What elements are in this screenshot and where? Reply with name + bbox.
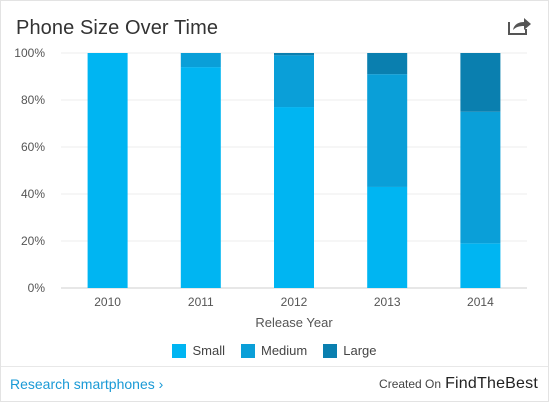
bar-small-2011[interactable] [180,67,221,288]
footer: Research smartphones › Created On FindTh… [1,366,548,402]
created-on: Created On FindTheBest [379,375,538,393]
brand-logo[interactable]: FindTheBest [445,375,538,392]
legend-swatch-medium [241,343,255,358]
bar-small-2010[interactable] [87,53,128,288]
bar-medium-2013[interactable] [367,74,408,187]
bar-large-2013[interactable] [367,53,408,75]
created-on-label: Created On [379,377,442,391]
y-tick-label: 80% [21,93,45,107]
research-smartphones-link[interactable]: Research smartphones › [10,376,164,392]
legend-item-small[interactable]: Small [172,343,225,358]
bar-medium-2011[interactable] [180,53,221,68]
chart-title: Phone Size Over Time [16,17,219,39]
legend-label-medium: Medium [261,343,308,358]
bar-small-2014[interactable] [460,243,501,288]
y-tick-label: 100% [14,46,45,60]
x-tick-label: 2010 [94,295,121,309]
legend-item-medium[interactable]: Medium [241,343,307,358]
legend-item-large[interactable]: Large [323,343,377,358]
y-tick-label: 20% [21,234,45,248]
y-tick-label: 60% [21,140,45,154]
bar-small-2013[interactable] [367,186,408,288]
bar-medium-2012[interactable] [274,55,314,108]
bar-large-2012[interactable] [274,53,314,56]
legend-swatch-large [323,343,338,358]
bar-large-2014[interactable] [460,53,501,112]
legend: Small Medium Large [1,343,548,358]
legend-swatch-small [172,343,187,358]
x-tick-label: 2012 [281,295,308,309]
x-tick-label: 2013 [374,295,401,309]
stacked-bar-chart: 0% 20% 40% 60% 80% 100% 2010 2011 2012 2013 2014 Re… [14,46,527,330]
legend-label-large: Large [343,343,377,358]
legend-label-small: Small [192,343,225,358]
y-tick-label: 0% [28,281,46,295]
y-tick-label: 40% [21,187,45,201]
x-tick-label: 2011 [188,295,214,309]
share-icon[interactable] [506,15,532,37]
bar-medium-2014[interactable] [460,111,501,244]
x-tick-label: 2014 [467,295,494,309]
bar-small-2012[interactable] [274,107,314,288]
x-axis-label: Release Year [255,315,333,330]
